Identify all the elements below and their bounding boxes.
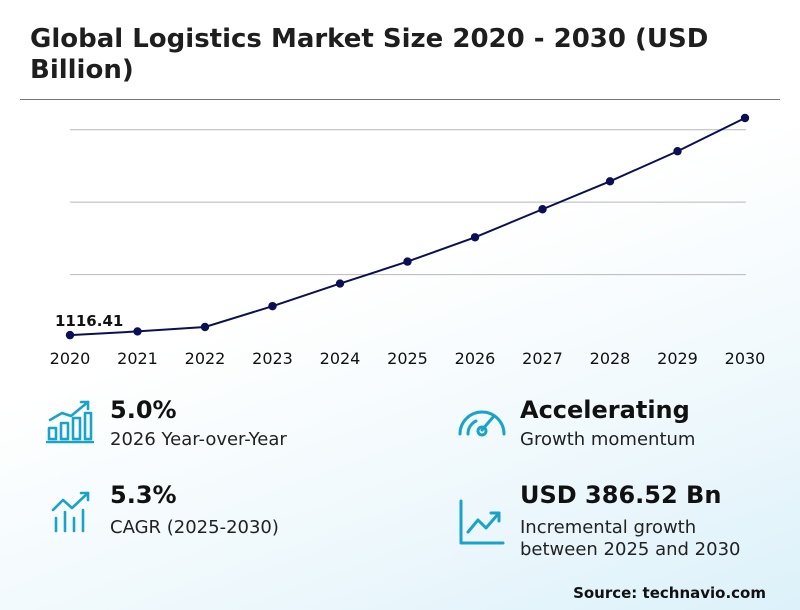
line-chart: 1116.41 2020 2021 2022 2023 2024 2025 2026 2027… xyxy=(50,113,766,368)
data-point-2020 xyxy=(65,330,75,340)
data-point-2030 xyxy=(740,113,750,123)
kpi-incremental-label-line1: Incremental growth xyxy=(520,517,697,538)
chart-grid xyxy=(70,129,746,276)
kpi-cagr-label: CAGR (2025-2030) xyxy=(110,517,279,538)
data-point-2023 xyxy=(268,301,277,311)
kpi-momentum-label: Growth momentum xyxy=(520,429,696,450)
x-tick-2028: 2028 xyxy=(590,349,631,368)
source-credit: Source: technavio.com xyxy=(573,584,766,602)
bar-chart-growth-icon xyxy=(46,400,94,444)
data-point-2028 xyxy=(605,177,615,186)
line-chart-growth-icon xyxy=(459,499,505,545)
x-tick-2022: 2022 xyxy=(185,349,226,368)
x-tick-2029: 2029 xyxy=(657,349,698,368)
x-tick-2020: 2020 xyxy=(50,349,91,368)
kpi-yoy-label: 2026 Year-over-Year xyxy=(110,429,287,450)
chart-title: Global Logistics Market Size 2020 - 2030… xyxy=(30,24,709,85)
x-tick-2024: 2024 xyxy=(320,349,361,368)
data-point-2022 xyxy=(200,322,210,332)
series-line xyxy=(69,117,746,337)
x-tick-2021: 2021 xyxy=(117,349,158,368)
data-point-2026 xyxy=(470,233,480,242)
title-divider xyxy=(20,99,780,100)
kpi-incremental-label-line2: between 2025 and 2030 xyxy=(520,539,741,560)
x-tick-2026: 2026 xyxy=(455,349,496,368)
data-point-2021 xyxy=(133,327,142,336)
trend-bars-icon xyxy=(51,491,90,533)
x-axis-ticks: 2020 2021 2022 2023 2024 2025 2026 2027 2028 2029… xyxy=(50,349,766,368)
speedometer-icon xyxy=(458,410,506,437)
kpi-cagr-value: 5.3% xyxy=(110,481,177,509)
x-tick-2025: 2025 xyxy=(387,349,428,368)
data-point-2027 xyxy=(538,205,547,214)
x-tick-2027: 2027 xyxy=(522,349,563,368)
data-point-2025 xyxy=(403,257,412,266)
kpi-momentum-value: Accelerating xyxy=(520,396,690,424)
kpi-yoy-value: 5.0% xyxy=(110,396,177,424)
x-tick-2023: 2023 xyxy=(252,349,293,368)
data-point-2024 xyxy=(335,279,345,288)
data-point-2029 xyxy=(673,147,682,156)
x-tick-2030: 2030 xyxy=(725,349,766,368)
chart-series: 1116.41 xyxy=(55,113,750,340)
kpi-incremental-value: USD 386.52 Bn xyxy=(520,481,722,509)
data-label-2020: 1116.41 xyxy=(55,312,123,330)
